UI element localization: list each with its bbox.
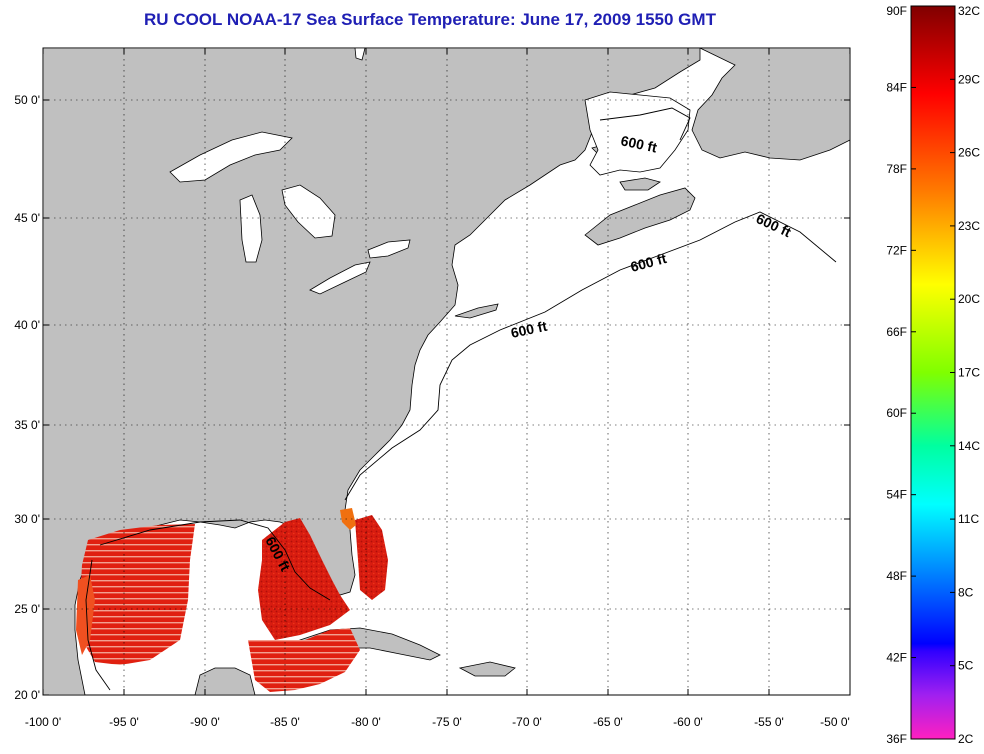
lake-superior <box>169 131 293 183</box>
colorbar-c-label: 8C <box>958 585 974 599</box>
colorbar-gradient <box>910 5 956 740</box>
colorbar-f-label: 36F <box>886 732 907 746</box>
sst-western-gulf <box>80 524 195 665</box>
frame-ticks <box>42 48 851 696</box>
great-lakes <box>169 47 411 295</box>
colorbar-f-label: 72F <box>886 243 907 257</box>
lat-labels: 50 0' 45 0' 40 0' 35 0' 30 0' 25 0' 20 0… <box>14 93 40 702</box>
lat-label: 35 0' <box>14 418 40 432</box>
isobath-gulf <box>99 519 331 601</box>
colorbar-f-label: 66F <box>886 325 907 339</box>
colorbar-c-label: 5C <box>958 659 974 673</box>
colorbar-c-label: 26C <box>958 146 980 160</box>
colorbar-c-label: 20C <box>958 292 980 306</box>
depth-label: 600 ft <box>509 318 548 341</box>
colorbar-f-label: 90F <box>886 4 907 18</box>
lat-label: 45 0' <box>14 211 40 225</box>
colorbar-c-labels: 32C 29C 26C 23C 20C 17C 14C 11C 8C 5C 2C <box>950 4 980 746</box>
lon-label: -70 0' <box>512 715 542 729</box>
lat-label: 40 0' <box>14 318 40 332</box>
sst-data <box>76 508 388 692</box>
lon-label: -85 0' <box>270 715 300 729</box>
colorbar-c-label: 29C <box>958 72 980 86</box>
lake-huron <box>281 184 336 239</box>
lon-label: -95 0' <box>109 715 139 729</box>
map-title: RU COOL NOAA-17 Sea Surface Temperature:… <box>144 10 716 29</box>
sst-florida-east-coast <box>340 508 356 530</box>
lon-label: -60 0' <box>673 715 703 729</box>
sst-mexico-coast <box>76 575 95 655</box>
isobath-stlawrence <box>599 107 691 141</box>
land-yucatan <box>194 667 256 696</box>
lon-label: -90 0' <box>190 715 220 729</box>
lat-label: 25 0' <box>14 602 40 616</box>
lake-erie <box>309 261 371 295</box>
lake-michigan <box>239 194 263 263</box>
colorbar-f-labels: 90F 84F 78F 72F 66F 60F 54F 48F 42F 36F <box>886 4 916 746</box>
lat-label: 20 0' <box>14 688 40 702</box>
colorbar-f-label: 60F <box>886 406 907 420</box>
land-hispaniola <box>458 661 516 677</box>
land-layer <box>42 47 851 696</box>
colorbar-f-label: 54F <box>886 488 907 502</box>
colorbar-c-label: 2C <box>958 732 974 746</box>
colorbar-f-label: 42F <box>886 651 907 665</box>
land-nova-scotia <box>584 187 696 246</box>
land-long-island <box>454 303 499 319</box>
st-lawrence-gulf <box>584 91 691 176</box>
lat-label: 50 0' <box>14 93 40 107</box>
lon-label: -100 0' <box>25 715 61 729</box>
lon-labels: -100 0' -95 0' -90 0' -85 0' -80 0' -75 … <box>25 715 850 729</box>
sst-south-stripes <box>248 628 360 692</box>
colorbar-c-label: 14C <box>958 439 980 453</box>
lat-label: 30 0' <box>14 512 40 526</box>
isobath-mexico <box>85 559 111 691</box>
colorbar-f-label: 84F <box>886 80 907 94</box>
sst-florida-strait <box>355 515 388 600</box>
depth-label: 600 ft <box>619 132 658 155</box>
lake-ontario <box>367 239 411 259</box>
land-pei <box>619 177 661 191</box>
lon-label: -65 0' <box>593 715 623 729</box>
colorbar-f-label: 48F <box>886 569 907 583</box>
lon-label: -50 0' <box>820 715 850 729</box>
graticule <box>43 48 850 695</box>
lon-label: -75 0' <box>432 715 462 729</box>
isobath-atlantic <box>344 211 837 501</box>
colorbar-f-label: 78F <box>886 162 907 176</box>
colorbar-c-label: 23C <box>958 219 980 233</box>
lake-winnipeg-fragment <box>354 47 366 61</box>
colorbar-c-label: 11C <box>958 512 979 526</box>
land-newfoundland <box>691 47 851 161</box>
colorbar-c-label: 32C <box>958 4 980 18</box>
lon-label: -55 0' <box>754 715 784 729</box>
colorbar-c-label: 17C <box>958 366 980 380</box>
isobath-600ft <box>85 107 837 691</box>
lon-label: -80 0' <box>351 715 381 729</box>
sst-eastern-gulf <box>258 518 350 640</box>
